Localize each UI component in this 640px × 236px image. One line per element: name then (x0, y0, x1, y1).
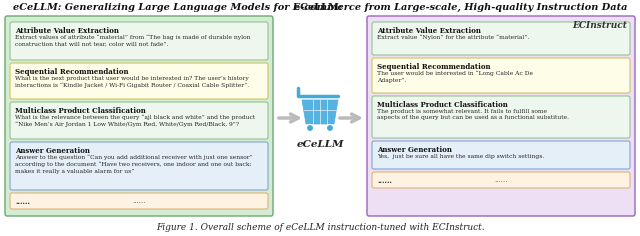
Text: What is the next product that user would be interested in? The user’s history
in: What is the next product that user would… (15, 76, 249, 88)
Text: eCeLLM: Generalizing Large Language Models for E-commerce from Large-scale, High: eCeLLM: Generalizing Large Language Mode… (13, 3, 627, 12)
FancyBboxPatch shape (372, 22, 630, 55)
Text: The product is somewhat relevant. It fails to fulfill some
aspects of the query : The product is somewhat relevant. It fai… (377, 109, 569, 120)
Text: Sequential Recommendation: Sequential Recommendation (377, 63, 490, 71)
Text: Sequential Recommendation: Sequential Recommendation (15, 68, 129, 76)
FancyBboxPatch shape (372, 172, 630, 188)
Text: Multiclass Product Classification: Multiclass Product Classification (15, 107, 146, 115)
Text: Figure 1. Overall scheme of eCeLLM instruction-tuned with ECInstruct.: Figure 1. Overall scheme of eCeLLM instr… (156, 223, 484, 232)
Text: What is the relevance between the query “ajl black and white” and the product
“N: What is the relevance between the query … (15, 115, 255, 127)
FancyBboxPatch shape (5, 16, 273, 216)
Text: Extract value “Nylon” for the attribute “material”.: Extract value “Nylon” for the attribute … (377, 35, 529, 40)
Text: Multiclass Product Classification: Multiclass Product Classification (377, 101, 508, 109)
FancyBboxPatch shape (10, 142, 268, 190)
Circle shape (326, 125, 333, 131)
FancyBboxPatch shape (10, 22, 268, 60)
Text: Extract values of attribute “material” from “The bag is made of durable nylon
co: Extract values of attribute “material” f… (15, 35, 250, 47)
Text: Answer to the question “Can you add additional receiver with just one sensor”
ac: Answer to the question “Can you add addi… (15, 155, 253, 174)
Circle shape (307, 125, 314, 131)
Text: eCeLLM: eCeLLM (296, 140, 344, 149)
Text: Yes,  just be sure all have the same dip switch settings.: Yes, just be sure all have the same dip … (377, 154, 544, 159)
Text: Answer Generation: Answer Generation (377, 146, 452, 154)
Text: ECInstruct: ECInstruct (572, 21, 627, 30)
Text: Attribute Value Extraction: Attribute Value Extraction (377, 27, 481, 35)
Text: ......: ...... (494, 176, 508, 184)
FancyBboxPatch shape (10, 102, 268, 139)
FancyBboxPatch shape (372, 58, 630, 93)
FancyBboxPatch shape (372, 141, 630, 169)
FancyBboxPatch shape (10, 63, 268, 99)
FancyBboxPatch shape (10, 193, 268, 209)
FancyBboxPatch shape (367, 16, 635, 216)
Text: eCeLLM:: eCeLLM: (294, 3, 346, 12)
Text: ......: ...... (15, 198, 30, 206)
Text: ......: ...... (377, 177, 392, 185)
FancyBboxPatch shape (372, 96, 630, 138)
Text: ......: ...... (132, 197, 146, 205)
Text: Answer Generation: Answer Generation (15, 147, 90, 155)
Text: The user would be interested in “Long Cable Ac De
Adapter”.: The user would be interested in “Long Ca… (377, 71, 533, 83)
Text: Attribute Value Extraction: Attribute Value Extraction (15, 27, 119, 35)
Polygon shape (302, 100, 338, 124)
